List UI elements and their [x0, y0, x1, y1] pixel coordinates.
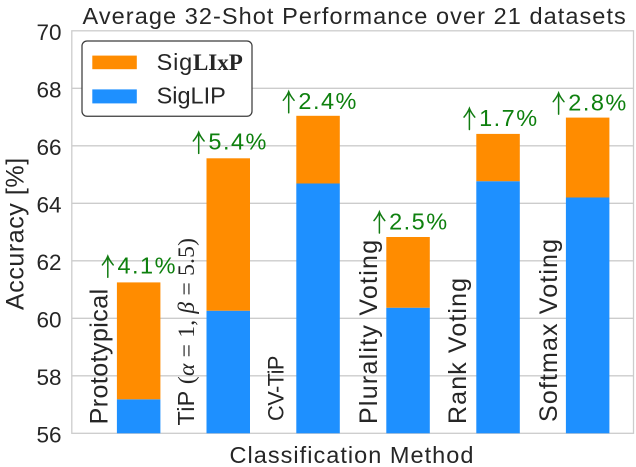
svg-text:SigLIxP: SigLIxP [157, 49, 243, 75]
svg-text:62: 62 [36, 250, 61, 275]
svg-text:Plurality Voting: Plurality Voting [355, 239, 383, 424]
svg-text:70: 70 [36, 20, 61, 45]
svg-text:2.4%: 2.4% [298, 88, 357, 114]
svg-text:2.8%: 2.8% [568, 89, 627, 115]
svg-text:Softmax Voting: Softmax Voting [535, 238, 563, 422]
svg-text:5.4%: 5.4% [208, 129, 267, 155]
svg-text:TiP (α = 1, β = 5.5): TiP (α = 1, β = 5.5) [173, 238, 200, 426]
svg-text:4.1%: 4.1% [118, 253, 177, 279]
svg-text:56: 56 [36, 423, 61, 448]
svg-text:60: 60 [36, 308, 61, 333]
svg-text:Average 32-Shot Performance ov: Average 32-Shot Performance over 21 data… [83, 3, 627, 29]
svg-text:64: 64 [36, 193, 61, 218]
svg-text:66: 66 [36, 135, 61, 160]
svg-text:2.5%: 2.5% [389, 208, 448, 234]
svg-text:Classification Method: Classification Method [230, 442, 475, 467]
svg-text:58: 58 [36, 365, 61, 390]
svg-text:CV-TiP: CV-TiP [264, 356, 289, 421]
svg-text:Accuracy [%]: Accuracy [%] [2, 157, 30, 310]
svg-text:SigLIP: SigLIP [157, 83, 226, 109]
svg-text:Prototypical: Prototypical [86, 288, 114, 424]
svg-text:Rank Voting: Rank Voting [444, 277, 472, 424]
svg-text:1.7%: 1.7% [479, 105, 538, 131]
svg-text:68: 68 [36, 78, 61, 103]
